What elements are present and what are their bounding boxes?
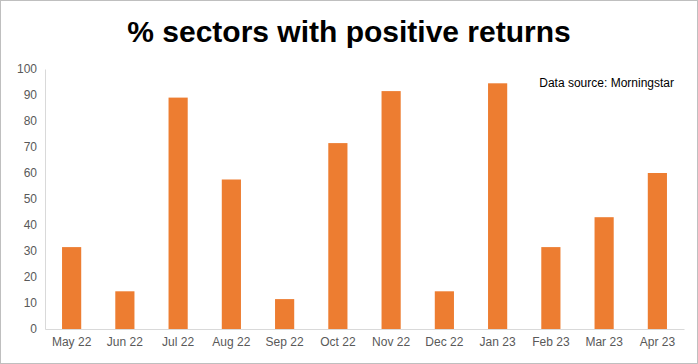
y-tick: 40 bbox=[24, 218, 45, 232]
y-tick: 50 bbox=[24, 192, 45, 206]
y-tick: 90 bbox=[24, 88, 45, 102]
y-tick-label: 40 bbox=[24, 218, 38, 232]
y-tick-label: 30 bbox=[24, 244, 38, 258]
bar bbox=[541, 247, 560, 329]
bar bbox=[595, 217, 614, 329]
x-tick: Jul 22 bbox=[162, 329, 194, 349]
y-axis: 0 10 20 30 40 50 60 70 80 90 100 bbox=[17, 62, 46, 336]
chart-frame bbox=[1, 1, 698, 364]
x-tick-label: Jan 23 bbox=[480, 335, 516, 349]
x-axis: May 22 Jun 22 Jul 22 Aug 22 Sep 22 Oct 22 Nov … bbox=[46, 329, 685, 349]
y-tick-label: 60 bbox=[24, 166, 38, 180]
annotation: Data source: Morningstar bbox=[539, 76, 674, 90]
bar bbox=[488, 83, 507, 329]
x-tick-label: Oct 22 bbox=[320, 335, 356, 349]
y-tick: 0 bbox=[30, 322, 45, 336]
x-tick-label: Mar 23 bbox=[585, 335, 623, 349]
x-tick-label: Apr 23 bbox=[640, 335, 676, 349]
y-tick-label: 100 bbox=[17, 62, 37, 76]
x-axis-line bbox=[46, 329, 685, 330]
x-tick: Aug 22 bbox=[212, 329, 250, 349]
y-tick-label: 80 bbox=[24, 114, 38, 128]
bar bbox=[275, 299, 294, 329]
bar bbox=[435, 291, 454, 329]
x-tick: Dec 22 bbox=[425, 329, 463, 349]
x-tick: Jun 22 bbox=[107, 329, 143, 349]
title: % sectors with positive returns bbox=[127, 15, 570, 48]
x-tick: Nov 22 bbox=[372, 329, 410, 349]
x-tick: Oct 22 bbox=[320, 329, 356, 349]
y-tick-label: 0 bbox=[30, 322, 37, 336]
bar bbox=[169, 98, 188, 329]
x-tick-label: Dec 22 bbox=[425, 335, 463, 349]
y-tick: 20 bbox=[24, 270, 45, 284]
y-tick-label: 90 bbox=[24, 88, 38, 102]
bar bbox=[115, 291, 134, 329]
y-tick-label: 10 bbox=[24, 296, 38, 310]
y-tick-label: 70 bbox=[24, 140, 38, 154]
y-tick: 60 bbox=[24, 166, 45, 180]
x-tick: Jan 23 bbox=[480, 329, 516, 349]
bar bbox=[62, 247, 81, 329]
y-axis-line bbox=[45, 70, 46, 330]
y-tick-label: 50 bbox=[24, 192, 38, 206]
bar bbox=[328, 143, 347, 329]
y-tick-label: 20 bbox=[24, 270, 38, 284]
x-tick-label: Aug 22 bbox=[212, 335, 250, 349]
bar bbox=[222, 180, 241, 330]
x-tick-label: May 22 bbox=[52, 335, 92, 349]
x-tick-label: Jun 22 bbox=[107, 335, 143, 349]
x-tick-label: Jul 22 bbox=[162, 335, 194, 349]
bar bbox=[648, 173, 667, 329]
bars bbox=[62, 83, 667, 329]
y-tick: 70 bbox=[24, 140, 45, 154]
x-tick-label: Feb 23 bbox=[532, 335, 570, 349]
y-tick: 10 bbox=[24, 296, 45, 310]
x-tick: Mar 23 bbox=[585, 329, 623, 349]
x-tick: May 22 bbox=[52, 329, 92, 349]
x-tick: Sep 22 bbox=[266, 329, 304, 349]
plot: 0 10 20 30 40 50 60 70 80 90 100 May 22 Jun 22 Jul 22… bbox=[17, 62, 685, 348]
y-tick: 100 bbox=[17, 62, 45, 76]
bar bbox=[382, 91, 401, 329]
chart: % sectors with positive returns 0 10 20 30 40… bbox=[0, 0, 698, 364]
x-tick-label: Nov 22 bbox=[372, 335, 410, 349]
x-tick-label: Sep 22 bbox=[266, 335, 304, 349]
x-tick: Feb 23 bbox=[532, 329, 570, 349]
x-tick: Apr 23 bbox=[640, 329, 676, 349]
y-tick: 80 bbox=[24, 114, 45, 128]
y-tick: 30 bbox=[24, 244, 45, 258]
